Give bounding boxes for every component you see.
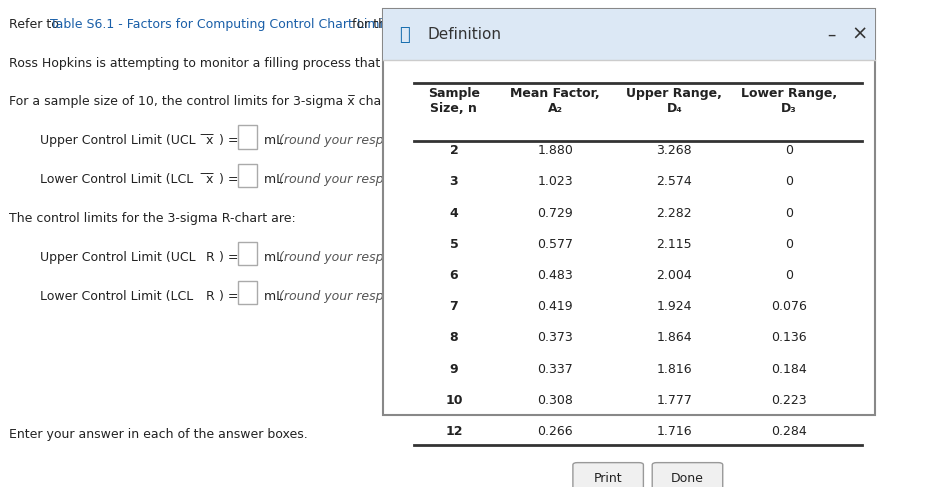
Text: Print: Print bbox=[593, 472, 623, 485]
Text: 3.268: 3.268 bbox=[657, 144, 692, 157]
FancyBboxPatch shape bbox=[573, 463, 643, 487]
Text: 1.716: 1.716 bbox=[657, 425, 692, 438]
FancyBboxPatch shape bbox=[383, 9, 875, 415]
Text: 7: 7 bbox=[449, 300, 458, 313]
Text: 1.023: 1.023 bbox=[538, 175, 573, 188]
Text: 0: 0 bbox=[785, 175, 793, 188]
Text: 0.266: 0.266 bbox=[538, 425, 573, 438]
Text: ̅x̅: ̅x̅ bbox=[206, 173, 214, 186]
Text: 0.136: 0.136 bbox=[771, 332, 806, 344]
Text: 8: 8 bbox=[449, 332, 458, 344]
Text: 9: 9 bbox=[449, 363, 458, 375]
Text: R: R bbox=[206, 290, 215, 302]
Text: Sample
Size, n: Sample Size, n bbox=[428, 87, 479, 115]
Text: 0: 0 bbox=[785, 269, 793, 282]
Text: 0.483: 0.483 bbox=[537, 269, 573, 282]
FancyBboxPatch shape bbox=[652, 463, 723, 487]
Text: Table S6.1 - Factors for Computing Control Chart Limits (3 sigma): Table S6.1 - Factors for Computing Contr… bbox=[50, 18, 458, 31]
Text: ⓘ: ⓘ bbox=[399, 26, 410, 43]
Text: 0: 0 bbox=[785, 238, 793, 251]
Text: 0.184: 0.184 bbox=[771, 363, 806, 375]
Text: For a sample size of 10, the control limits for 3-sigma x̅ chart a: For a sample size of 10, the control lim… bbox=[8, 95, 403, 109]
Text: 2.004: 2.004 bbox=[657, 269, 692, 282]
FancyBboxPatch shape bbox=[238, 125, 257, 149]
FancyBboxPatch shape bbox=[238, 281, 257, 304]
Text: Done: Done bbox=[671, 472, 704, 485]
Text: 2: 2 bbox=[449, 144, 458, 157]
Text: 2.115: 2.115 bbox=[657, 238, 692, 251]
Text: Lower Control Limit (LCL: Lower Control Limit (LCL bbox=[40, 290, 193, 302]
Text: 0: 0 bbox=[785, 206, 793, 220]
Text: Mean Factor,
A₂: Mean Factor, A₂ bbox=[511, 87, 600, 115]
FancyBboxPatch shape bbox=[383, 9, 875, 60]
Text: ) =: ) = bbox=[219, 251, 242, 264]
Text: ) =: ) = bbox=[219, 290, 242, 302]
Text: ) =: ) = bbox=[219, 134, 242, 147]
Text: 5: 5 bbox=[449, 238, 458, 251]
Text: 6: 6 bbox=[449, 269, 458, 282]
Text: Upper Control Limit (UCL: Upper Control Limit (UCL bbox=[40, 251, 195, 264]
Text: 1.880: 1.880 bbox=[537, 144, 573, 157]
Text: Upper Range,
D₄: Upper Range, D₄ bbox=[626, 87, 723, 115]
Text: The control limits for the 3-sigma R-chart are:: The control limits for the 3-sigma R-cha… bbox=[8, 212, 296, 225]
Text: 0.373: 0.373 bbox=[537, 332, 573, 344]
Text: mL: mL bbox=[260, 290, 291, 302]
Text: mL: mL bbox=[260, 173, 291, 186]
Text: 0: 0 bbox=[785, 144, 793, 157]
Text: 1.864: 1.864 bbox=[657, 332, 692, 344]
Text: Refer to: Refer to bbox=[8, 18, 63, 31]
Text: 0.729: 0.729 bbox=[537, 206, 573, 220]
Text: 0.076: 0.076 bbox=[771, 300, 806, 313]
Text: Lower Range,
D₃: Lower Range, D₃ bbox=[740, 87, 836, 115]
Text: 12: 12 bbox=[446, 425, 463, 438]
Text: Ross Hopkins is attempting to monitor a filling process that has an overall aver: Ross Hopkins is attempting to monitor a … bbox=[8, 56, 792, 70]
Text: mL: mL bbox=[260, 134, 291, 147]
Text: ×: × bbox=[852, 25, 868, 44]
Text: Definition: Definition bbox=[428, 27, 501, 42]
FancyBboxPatch shape bbox=[238, 242, 257, 265]
Text: –: – bbox=[827, 26, 836, 43]
Text: Lower Control Limit (LCL: Lower Control Limit (LCL bbox=[40, 173, 193, 186]
FancyBboxPatch shape bbox=[238, 164, 257, 187]
Text: ) =: ) = bbox=[219, 173, 242, 186]
Text: 0.284: 0.284 bbox=[771, 425, 806, 438]
Text: for this problem.: for this problem. bbox=[349, 18, 456, 31]
Text: 1.924: 1.924 bbox=[657, 300, 692, 313]
Text: 2.282: 2.282 bbox=[657, 206, 692, 220]
Text: 4: 4 bbox=[449, 206, 458, 220]
Text: (round your response: (round your response bbox=[279, 251, 413, 264]
Text: 1.816: 1.816 bbox=[657, 363, 692, 375]
Text: 10: 10 bbox=[446, 394, 463, 407]
Text: (round your response: (round your response bbox=[279, 290, 413, 302]
Text: mL: mL bbox=[260, 251, 291, 264]
Text: Enter your answer in each of the answer boxes.: Enter your answer in each of the answer … bbox=[8, 428, 308, 441]
Text: (round your response: (round your response bbox=[279, 134, 413, 147]
Text: Upper Control Limit (UCL: Upper Control Limit (UCL bbox=[40, 134, 195, 147]
Text: 0.419: 0.419 bbox=[538, 300, 573, 313]
Text: 2.574: 2.574 bbox=[657, 175, 692, 188]
Text: 3: 3 bbox=[449, 175, 458, 188]
Text: 1.777: 1.777 bbox=[657, 394, 692, 407]
Text: ̅x̅: ̅x̅ bbox=[206, 134, 214, 147]
Text: 0.337: 0.337 bbox=[537, 363, 573, 375]
Text: 0.223: 0.223 bbox=[771, 394, 806, 407]
Text: (round your response: (round your response bbox=[279, 173, 413, 186]
Text: R: R bbox=[206, 251, 215, 264]
Text: 0.577: 0.577 bbox=[537, 238, 574, 251]
Text: 0.308: 0.308 bbox=[537, 394, 573, 407]
